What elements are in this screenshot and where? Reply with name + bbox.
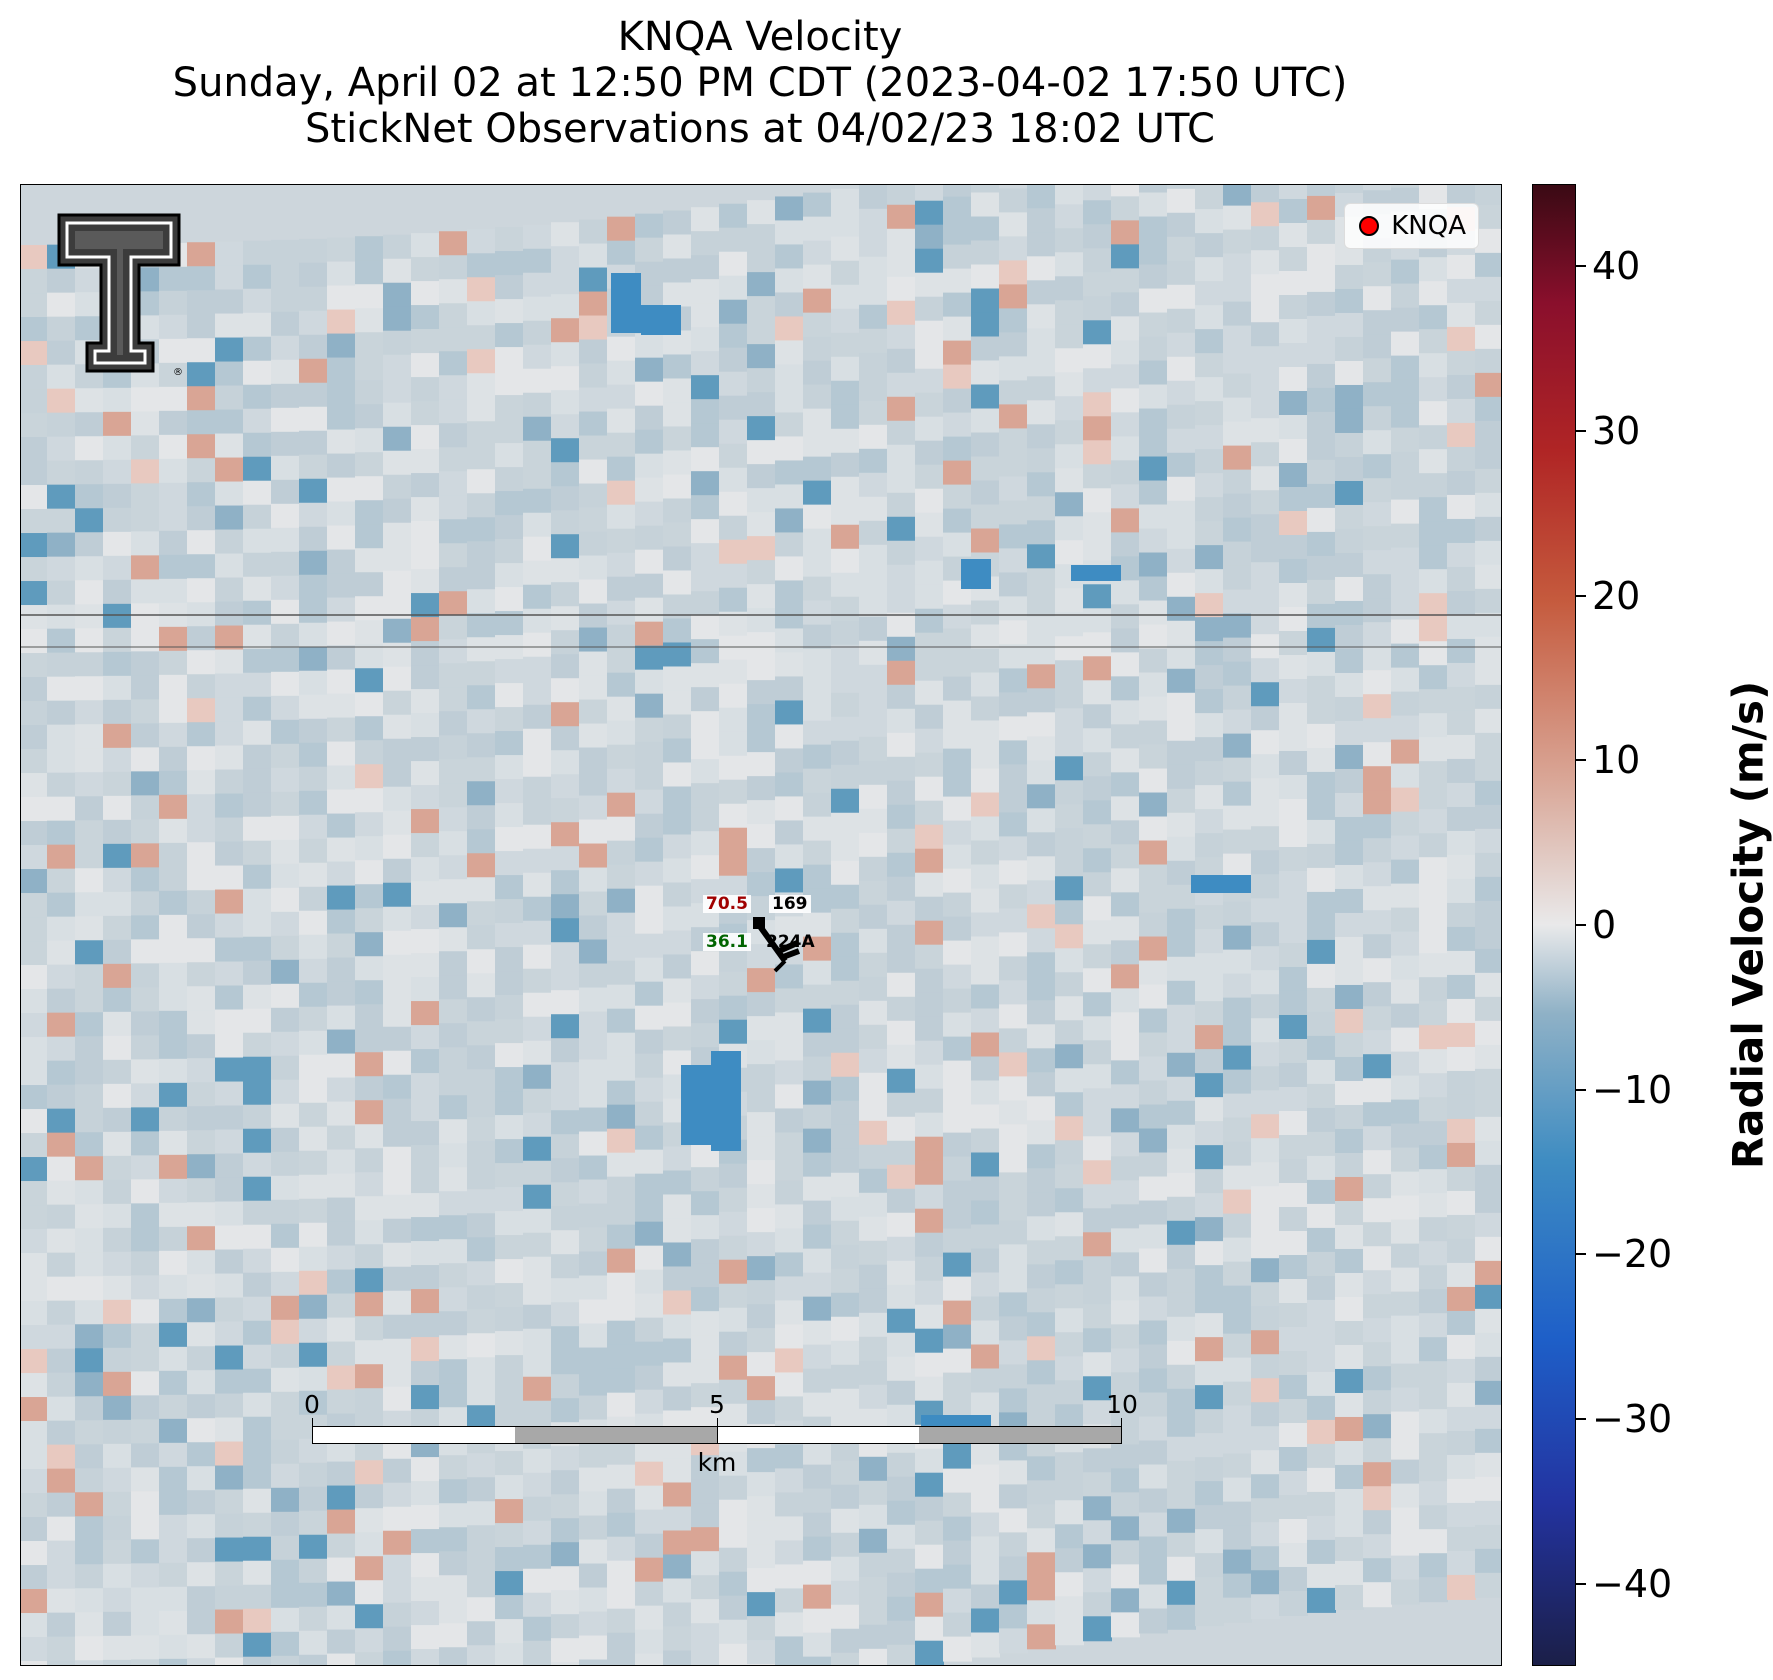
- title-radar-product: KNQA Velocity: [617, 14, 903, 60]
- texas-tech-logo-icon: ®: [41, 203, 191, 383]
- colorbar-tick-label: −30: [1592, 1397, 1673, 1441]
- station-dewpoint: 36.1: [703, 933, 751, 951]
- wind-barb-icon: [749, 915, 809, 975]
- title-scan-time: Sunday, April 02 at 12:50 PM CDT (2023-0…: [172, 60, 1348, 106]
- radar-site-marker-icon: [1359, 216, 1380, 236]
- scale-unit: km: [697, 1448, 737, 1477]
- colorbar-tick-mark: [1576, 1253, 1586, 1256]
- title-observation-time: StickNet Observations at 04/02/23 18:02 …: [305, 106, 1215, 152]
- svg-text:®: ®: [173, 367, 183, 378]
- colorbar-tick-label: −40: [1592, 1561, 1673, 1606]
- colorbar-tick-label: −20: [1592, 1232, 1673, 1277]
- radar-map[interactable]: ® KNQA 70.5 169 36.1 224A: [20, 184, 1502, 1666]
- colorbar-tick-label: 20: [1592, 573, 1641, 618]
- colorbar-tick-mark: [1576, 594, 1586, 597]
- colorbar-tick-label: −10: [1592, 1067, 1673, 1112]
- colorbar-tick-mark: [1576, 1582, 1586, 1585]
- colorbar-title: Radial Velocity (m/s): [1723, 680, 1773, 1170]
- colorbar-tick-label: 30: [1592, 409, 1641, 453]
- velocity-colorbar: [1532, 184, 1576, 1666]
- colorbar-tick-label: 0: [1592, 903, 1617, 947]
- scale-tick-5: 5: [709, 1390, 725, 1419]
- colorbar-tick-mark: [1576, 265, 1586, 268]
- scale-tick-10: 10: [1106, 1390, 1138, 1419]
- colorbar-tick-mark: [1576, 430, 1586, 432]
- colorbar-tick-mark: [1576, 759, 1586, 762]
- colorbar-tick-mark: [1576, 924, 1586, 926]
- colorbar-tick-label: 10: [1592, 738, 1641, 783]
- colorbar-tick-mark: [1576, 1418, 1586, 1420]
- figure-title: KNQA Velocity Sunday, April 02 at 12:50 …: [0, 14, 1520, 152]
- velocity-field: [21, 185, 1501, 1665]
- colorbar-tick-mark: [1576, 1088, 1586, 1091]
- station-pressure: 169: [769, 895, 811, 913]
- colorbar-tick-label: 40: [1592, 244, 1641, 289]
- station-temperature: 70.5: [703, 895, 751, 913]
- legend-label: KNQA: [1391, 211, 1466, 241]
- scale-bar: 0 5 10 km: [304, 1390, 1138, 1480]
- scale-tick-0: 0: [304, 1390, 320, 1419]
- map-legend: KNQA: [1344, 203, 1479, 249]
